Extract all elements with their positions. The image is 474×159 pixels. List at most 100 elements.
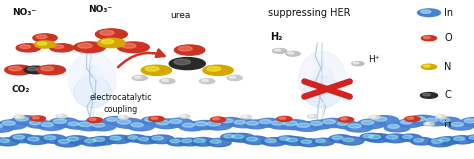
Circle shape	[89, 118, 96, 121]
Circle shape	[469, 136, 474, 139]
Circle shape	[310, 121, 322, 125]
Circle shape	[118, 116, 128, 119]
Circle shape	[73, 42, 105, 53]
Circle shape	[15, 116, 20, 117]
Circle shape	[110, 136, 121, 140]
Circle shape	[0, 137, 4, 145]
Circle shape	[312, 138, 335, 146]
Circle shape	[414, 138, 424, 142]
Circle shape	[90, 136, 115, 145]
Circle shape	[332, 136, 343, 139]
Circle shape	[145, 118, 156, 121]
Text: H: H	[444, 119, 452, 129]
Circle shape	[451, 122, 464, 126]
Circle shape	[283, 137, 309, 145]
Circle shape	[89, 122, 116, 131]
Circle shape	[426, 118, 438, 122]
Circle shape	[243, 116, 247, 117]
Circle shape	[84, 139, 96, 143]
Ellipse shape	[81, 65, 104, 100]
Circle shape	[146, 67, 159, 71]
Circle shape	[454, 137, 465, 141]
Circle shape	[101, 40, 114, 44]
Circle shape	[298, 139, 321, 147]
Circle shape	[190, 138, 216, 146]
Circle shape	[127, 122, 155, 131]
Circle shape	[265, 139, 276, 142]
Circle shape	[178, 138, 201, 146]
Circle shape	[9, 134, 35, 143]
Circle shape	[307, 120, 334, 129]
Circle shape	[420, 93, 438, 98]
Circle shape	[262, 138, 287, 146]
Circle shape	[464, 119, 474, 123]
Circle shape	[132, 75, 147, 80]
Circle shape	[345, 122, 373, 132]
Circle shape	[286, 138, 298, 142]
Text: NO₃⁻: NO₃⁻	[12, 8, 36, 17]
Circle shape	[100, 30, 114, 35]
Circle shape	[461, 118, 474, 127]
Circle shape	[360, 133, 383, 141]
Circle shape	[93, 123, 105, 127]
Circle shape	[337, 122, 348, 125]
Circle shape	[316, 139, 325, 143]
Circle shape	[37, 65, 65, 75]
Circle shape	[357, 119, 386, 129]
Circle shape	[388, 124, 399, 128]
Circle shape	[195, 122, 207, 126]
Circle shape	[27, 137, 39, 141]
Circle shape	[340, 118, 347, 120]
Circle shape	[418, 9, 440, 17]
Circle shape	[93, 138, 105, 142]
Text: NO₃⁻: NO₃⁻	[88, 5, 112, 14]
Circle shape	[405, 116, 420, 121]
Circle shape	[141, 117, 166, 125]
Circle shape	[103, 117, 127, 125]
Circle shape	[221, 133, 244, 141]
Circle shape	[280, 137, 290, 140]
Circle shape	[38, 121, 65, 130]
Circle shape	[369, 135, 381, 139]
Text: In: In	[444, 8, 453, 18]
Circle shape	[397, 119, 423, 128]
Circle shape	[234, 120, 246, 124]
Circle shape	[33, 34, 57, 42]
Circle shape	[125, 135, 147, 142]
Circle shape	[272, 121, 284, 125]
Circle shape	[24, 66, 47, 74]
Circle shape	[221, 119, 233, 123]
Text: urea: urea	[171, 11, 191, 20]
Circle shape	[284, 121, 297, 126]
Ellipse shape	[73, 76, 111, 108]
Circle shape	[41, 135, 66, 143]
Circle shape	[95, 29, 128, 40]
Circle shape	[2, 121, 15, 125]
Circle shape	[439, 118, 450, 122]
Circle shape	[16, 117, 28, 121]
Circle shape	[182, 123, 194, 127]
Circle shape	[0, 120, 27, 129]
Circle shape	[55, 138, 81, 147]
Text: H⁺: H⁺	[368, 55, 380, 64]
Circle shape	[354, 62, 359, 64]
Circle shape	[369, 116, 380, 119]
Circle shape	[98, 38, 125, 48]
Circle shape	[218, 118, 244, 126]
Circle shape	[41, 66, 54, 71]
Text: CO₂: CO₂	[12, 85, 30, 93]
Circle shape	[329, 135, 353, 143]
Circle shape	[288, 52, 294, 54]
Circle shape	[280, 120, 310, 130]
Circle shape	[174, 45, 205, 55]
Circle shape	[276, 136, 299, 143]
Circle shape	[371, 116, 375, 118]
Circle shape	[50, 118, 79, 128]
Text: electrocatalytic
coupling: electrocatalytic coupling	[90, 93, 152, 114]
Circle shape	[286, 51, 300, 56]
Circle shape	[308, 115, 318, 118]
Circle shape	[0, 123, 14, 132]
Circle shape	[19, 45, 30, 48]
Circle shape	[274, 49, 281, 51]
Circle shape	[117, 120, 131, 124]
